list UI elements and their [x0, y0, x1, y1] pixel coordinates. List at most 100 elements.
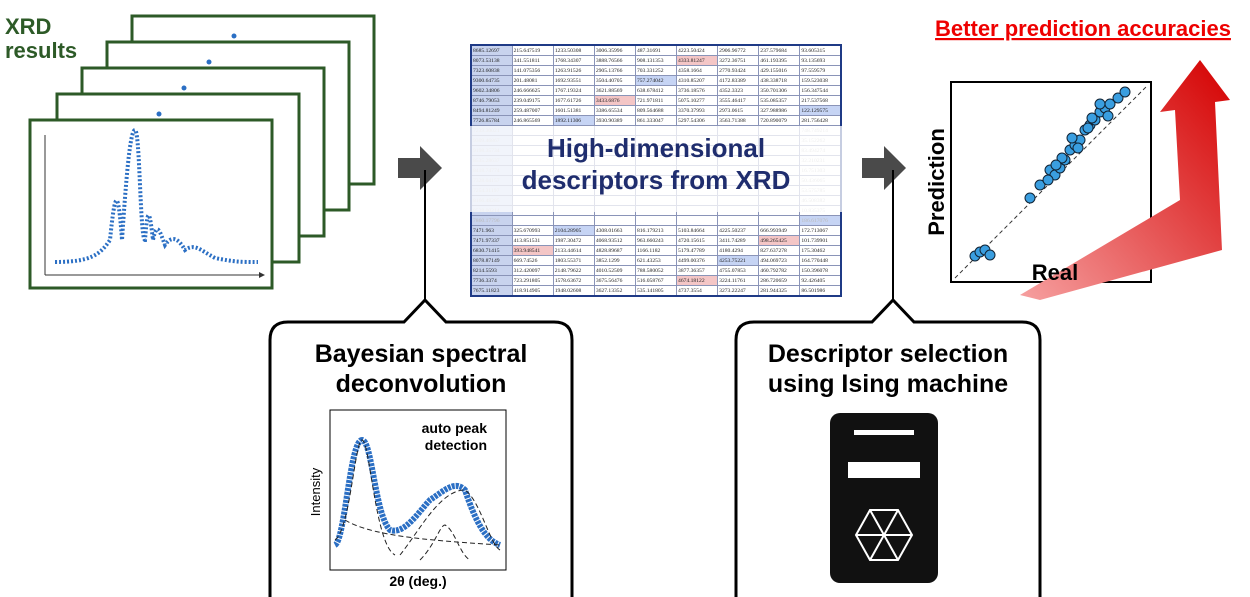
table-cell: 494.069723	[759, 256, 800, 266]
table-cell: 9602.34806	[471, 86, 512, 96]
table-cell: 4310.85207	[677, 76, 718, 86]
table-cell: 215.647519	[512, 45, 553, 56]
table-cell: 5179.47789	[677, 246, 718, 256]
table-cell: 141.075356	[512, 66, 553, 76]
table-cell: 97.559579	[800, 66, 841, 76]
table-cell: 2906.96772	[718, 45, 759, 56]
table-cell: 4358.1664	[677, 66, 718, 76]
table-cell: 7675.11823	[471, 286, 512, 297]
table-cell: 3675.56476	[594, 276, 635, 286]
table-cell: 418.914905	[512, 286, 553, 297]
table-row: 9602.34806246.6666251767.193243621.88569…	[471, 86, 841, 96]
table-cell: 4720.15615	[677, 236, 718, 246]
table-cell: 259.487007	[512, 106, 553, 116]
table-cell: 1948.02608	[553, 286, 594, 297]
table-row: 8073.53138341.5518111768.343073888.76566…	[471, 56, 841, 66]
title-line: High-dimensional	[470, 132, 842, 164]
table-cell: 2973.0615	[718, 106, 759, 116]
table-cell: 1803.55371	[553, 256, 594, 266]
table-cell: 3411.74289	[718, 236, 759, 246]
table-cell: 703.331252	[635, 66, 676, 76]
table-cell: 1768.34307	[553, 56, 594, 66]
table-cell: 201.48081	[512, 76, 553, 86]
y-label: Intensity	[308, 467, 323, 516]
bayes-box: Bayesian spectral deconvolution auto pea…	[270, 300, 572, 597]
table-cell: 3736.18576	[677, 86, 718, 96]
table-cell: 5297.54306	[677, 116, 718, 126]
table-cell: 1767.19324	[553, 86, 594, 96]
table-cell: 3224.11761	[718, 276, 759, 286]
table-cell: 1692.93551	[553, 76, 594, 86]
xrd-label: XRD	[5, 14, 51, 39]
table-cell: 4225.50237	[718, 226, 759, 236]
table-cell: 621.43253	[635, 256, 676, 266]
point	[1043, 175, 1053, 185]
table-cell: 413.851531	[512, 236, 553, 246]
table-cell: 172.713067	[800, 226, 841, 236]
table-cell: 666.993949	[759, 226, 800, 236]
point	[1103, 111, 1113, 121]
table-cell: 535.141805	[635, 286, 676, 297]
table-cell: 4172.83389	[718, 76, 759, 86]
table-cell: 3386.65534	[594, 106, 635, 116]
point	[1095, 99, 1105, 109]
box-title: Bayesian spectral	[315, 340, 528, 368]
table-cell: 186.617076	[800, 216, 841, 226]
table-cell: 7860.17796	[471, 216, 512, 226]
table-cell: 788.580052	[635, 266, 676, 276]
table-cell: 175.30462	[800, 246, 841, 256]
table-cell: 8073.53138	[471, 56, 512, 66]
point	[1120, 87, 1130, 97]
table-cell: 3555.46417	[718, 96, 759, 106]
x-label: 2θ (deg.)	[389, 573, 446, 589]
table-cell: 809.564688	[635, 106, 676, 116]
table-cell: 460.792782	[759, 266, 800, 276]
table-cell: 8214.5593	[471, 266, 512, 276]
point	[1073, 143, 1083, 153]
headline: Better prediction accuracies	[935, 16, 1231, 41]
table-cell: 150.396078	[800, 266, 841, 276]
table-cell: 4499.00376	[677, 256, 718, 266]
table-cell: 8078.87149	[471, 256, 512, 266]
table-cell: 93.605315	[800, 45, 841, 56]
table-cell: 156.347544	[800, 86, 841, 96]
table-cell: 723.291805	[512, 276, 553, 286]
table-cell: 3006.35996	[594, 45, 635, 56]
table-cell: 861.333047	[635, 116, 676, 126]
table-cell: 516.058767	[635, 276, 676, 286]
title-line: descriptors from XRD	[470, 164, 842, 196]
table-cell: 350.701306	[759, 86, 800, 96]
table-cell: 393.948541	[512, 246, 553, 256]
x-label: Real	[1032, 260, 1078, 285]
table-cell: 93.135693	[800, 56, 841, 66]
table-cell	[677, 216, 718, 226]
table-cell: 8685.12697	[471, 45, 512, 56]
table-cell: 487.31691	[635, 45, 676, 56]
table-cell: 217.537568	[800, 96, 841, 106]
table-cell: 1601.51381	[553, 106, 594, 116]
table-cell: 5075.10277	[677, 96, 718, 106]
point	[1025, 193, 1035, 203]
table-cell: 246.666625	[512, 86, 553, 96]
table-cell: 4674.18122	[677, 276, 718, 286]
table-cell	[759, 216, 800, 226]
table-cell: 9300.64735	[471, 76, 512, 86]
point	[1067, 133, 1077, 143]
table-cell: 963.660243	[635, 236, 676, 246]
table-cell: 3370.37993	[677, 106, 718, 116]
table-cell: 721.971811	[635, 96, 676, 106]
table-cell: 2148.79622	[553, 266, 594, 276]
table-cell: 92.426405	[800, 276, 841, 286]
table-cell: 7323.60838	[471, 66, 512, 76]
table-cell: 3272.36751	[718, 56, 759, 66]
table-row: 7471.97337413.8515311987.304724068.93512…	[471, 236, 841, 246]
table-cell: 3273.22247	[718, 286, 759, 297]
table-cell: 4308.01663	[594, 226, 635, 236]
table-cell: 239.049175	[512, 96, 553, 106]
